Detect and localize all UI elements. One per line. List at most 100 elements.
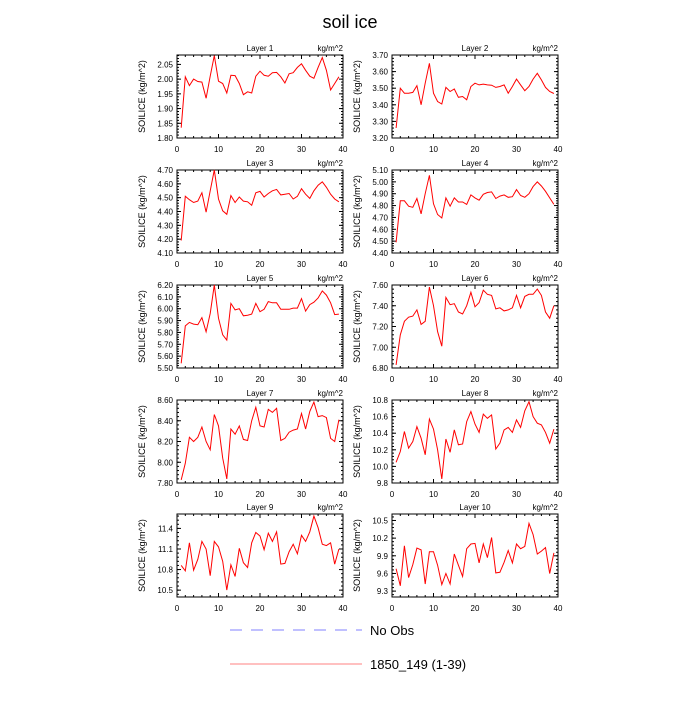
- x-tick-label: 30: [512, 490, 521, 499]
- x-tick-label: 30: [512, 145, 521, 154]
- panel-title: Layer 9: [247, 503, 274, 512]
- x-tick-label: 40: [339, 145, 348, 154]
- y-tick-label: 3.50: [372, 84, 388, 93]
- x-tick-label: 40: [339, 260, 348, 269]
- x-tick-label: 20: [256, 375, 265, 384]
- figure-title: soil ice: [322, 12, 377, 32]
- y-tick-label: 2.00: [157, 75, 173, 84]
- x-tick-label: 20: [471, 375, 480, 384]
- y-tick-label: 10.2: [372, 534, 388, 543]
- x-tick-label: 40: [554, 490, 563, 499]
- x-tick-label: 10: [429, 604, 438, 613]
- plot-frame: [177, 170, 343, 253]
- x-tick-label: 10: [429, 260, 438, 269]
- y-tick-label: 4.90: [372, 190, 388, 199]
- y-tick-label: 4.40: [157, 208, 173, 217]
- panel-title: Layer 7: [247, 389, 274, 398]
- y-tick-label: 9.9: [377, 552, 389, 561]
- x-tick-label: 10: [214, 145, 223, 154]
- series-line-layer-7: [181, 402, 339, 480]
- series-line-layer-9: [181, 516, 339, 590]
- y-tick-label: 4.40: [372, 249, 388, 258]
- plot-frame: [392, 55, 558, 138]
- x-tick-label: 40: [554, 604, 563, 613]
- y-tick-label: 9.3: [377, 587, 389, 596]
- y-axis-label: SOILICE (kg/m^2): [352, 60, 362, 133]
- y-tick-label: 7.40: [372, 302, 388, 311]
- x-tick-label: 30: [512, 375, 521, 384]
- y-tick-label: 8.00: [157, 458, 173, 467]
- y-tick-label: 4.10: [157, 249, 173, 258]
- y-tick-label: 3.20: [372, 134, 388, 143]
- y-tick-label: 11.1: [158, 545, 174, 554]
- x-tick-label: 30: [297, 375, 306, 384]
- series-line-layer-3: [181, 170, 339, 241]
- x-tick-label: 20: [256, 490, 265, 499]
- x-tick-label: 0: [175, 145, 180, 154]
- panel-units: kg/m^2: [532, 159, 558, 168]
- y-tick-label: 7.20: [372, 323, 388, 332]
- series-line-layer-4: [396, 175, 554, 242]
- y-tick-label: 10.0: [372, 462, 388, 471]
- x-tick-label: 0: [175, 490, 180, 499]
- y-tick-label: 4.30: [157, 221, 173, 230]
- series-line-layer-1: [181, 56, 339, 128]
- y-axis-label: SOILICE (kg/m^2): [137, 290, 147, 363]
- y-tick-label: 5.50: [157, 364, 173, 373]
- series-line-layer-6: [396, 287, 554, 365]
- y-axis-label: SOILICE (kg/m^2): [352, 175, 362, 248]
- y-tick-label: 7.80: [157, 479, 173, 488]
- x-tick-label: 10: [214, 260, 223, 269]
- y-axis-label: SOILICE (kg/m^2): [137, 60, 147, 133]
- y-tick-label: 5.00: [372, 178, 388, 187]
- y-tick-label: 5.80: [157, 328, 173, 337]
- x-tick-label: 0: [390, 145, 395, 154]
- legend-label-no-obs: No Obs: [370, 623, 415, 638]
- panel-units: kg/m^2: [532, 44, 558, 53]
- panel-units: kg/m^2: [317, 503, 343, 512]
- panel-units: kg/m^2: [532, 503, 558, 512]
- y-tick-label: 6.20: [157, 281, 173, 290]
- legend: No Obs 1850_149 (1-39): [230, 623, 466, 672]
- y-tick-label: 4.70: [372, 213, 388, 222]
- y-tick-label: 5.60: [157, 352, 173, 361]
- x-tick-label: 30: [297, 490, 306, 499]
- panel-units: kg/m^2: [317, 44, 343, 53]
- y-tick-label: 8.40: [157, 417, 173, 426]
- x-tick-label: 10: [429, 145, 438, 154]
- panel-title: Layer 10: [459, 503, 491, 512]
- x-tick-label: 10: [429, 490, 438, 499]
- y-tick-label: 1.95: [157, 90, 173, 99]
- x-tick-label: 20: [256, 260, 265, 269]
- x-tick-label: 40: [339, 604, 348, 613]
- y-tick-label: 7.60: [372, 281, 388, 290]
- plot-frame: [392, 285, 558, 368]
- y-tick-label: 7.00: [372, 343, 388, 352]
- x-tick-label: 0: [390, 260, 395, 269]
- y-tick-label: 10.4: [372, 429, 388, 438]
- x-tick-label: 20: [256, 604, 265, 613]
- y-axis-label: SOILICE (kg/m^2): [137, 175, 147, 248]
- panel-title: Layer 6: [462, 274, 489, 283]
- x-tick-label: 0: [390, 375, 395, 384]
- x-tick-label: 0: [390, 604, 395, 613]
- y-tick-label: 9.6: [377, 569, 389, 578]
- x-tick-label: 30: [297, 260, 306, 269]
- x-tick-label: 10: [214, 375, 223, 384]
- x-tick-label: 40: [339, 490, 348, 499]
- y-tick-label: 4.80: [372, 202, 388, 211]
- x-tick-label: 10: [214, 604, 223, 613]
- panel-units: kg/m^2: [532, 274, 558, 283]
- y-tick-label: 10.6: [372, 413, 388, 422]
- y-tick-label: 10.2: [372, 446, 388, 455]
- y-tick-label: 4.60: [157, 180, 173, 189]
- y-axis-label: SOILICE (kg/m^2): [137, 519, 147, 592]
- y-tick-label: 10.8: [157, 566, 173, 575]
- series-line-layer-2: [396, 63, 554, 128]
